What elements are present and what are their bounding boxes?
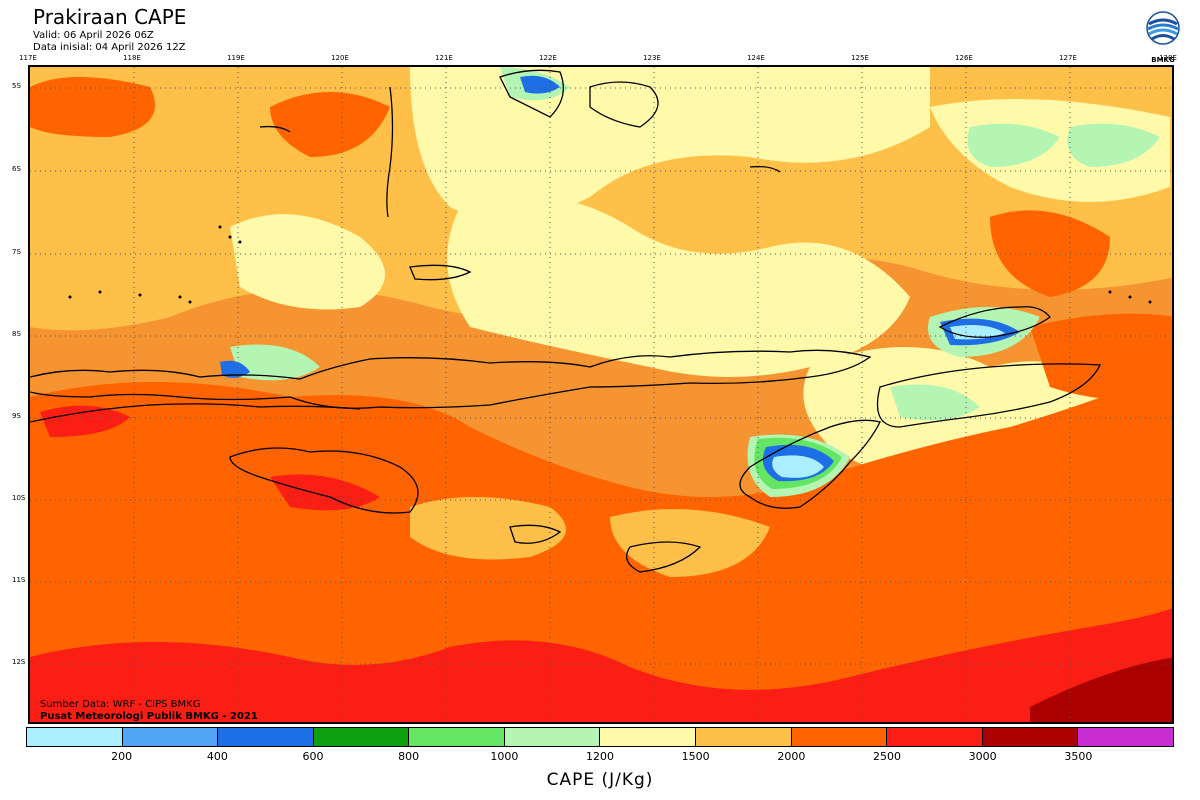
- coastlines: [30, 69, 1101, 573]
- cape-map: Sumber Data: WRF - CIPS BMKG Pusat Meteo…: [28, 65, 1174, 724]
- lat-label: 7S: [12, 248, 21, 256]
- colorbar-tick-label: 1200: [586, 750, 614, 763]
- colorbar-segment: [122, 728, 219, 746]
- small-islands: [68, 225, 1152, 304]
- logo-text: BMKG: [1151, 56, 1175, 64]
- lon-label: 117E: [19, 54, 37, 62]
- lon-label: 127E: [1059, 54, 1077, 62]
- colorbar-segment: [982, 728, 1079, 746]
- valid-time: Valid: 06 April 2026 06Z: [33, 30, 154, 41]
- lon-label: 118E: [123, 54, 141, 62]
- lat-label: 9S: [12, 412, 21, 420]
- colorbar-label: CAPE (J/Kg): [546, 770, 654, 790]
- lat-label: 5S: [12, 82, 21, 90]
- colorbar-segment: [696, 728, 792, 746]
- colorbar-tick-label: 2500: [873, 750, 901, 763]
- colorbar-segment: [791, 728, 888, 746]
- colorbar-tick-label: 3000: [968, 750, 997, 763]
- colorbar-tick-label: 600: [302, 750, 324, 763]
- colorbar-segment: [504, 728, 601, 746]
- colorbar-segment: [887, 728, 983, 746]
- lon-label: 125E: [851, 54, 869, 62]
- bmkg-logo: BMKG: [1143, 10, 1183, 64]
- lat-label: 6S: [12, 165, 21, 173]
- colorbar-tick-label: 3500: [1064, 750, 1093, 763]
- colorbar-segment: [409, 728, 505, 746]
- init-time: Data inisial: 04 April 2026 12Z: [33, 42, 186, 53]
- lon-label: 123E: [643, 54, 661, 62]
- credit-source: Sumber Data: WRF - CIPS BMKG: [40, 699, 201, 710]
- lat-label: 11S: [12, 576, 26, 584]
- colorbar: [26, 727, 1174, 747]
- lon-label: 126E: [955, 54, 973, 62]
- lon-label: 122E: [539, 54, 557, 62]
- colorbar-tick-label: 400: [206, 750, 228, 763]
- colorbar-tick-label: 200: [111, 750, 133, 763]
- lon-label: 124E: [747, 54, 765, 62]
- map-title: Prakiraan CAPE: [33, 5, 187, 29]
- lon-label: 128E: [1159, 54, 1177, 62]
- lon-label: 120E: [331, 54, 349, 62]
- colorbar-tick-label: 1500: [681, 750, 710, 763]
- colorbar-segment: [600, 728, 697, 746]
- colorbar-segment: [218, 728, 314, 746]
- colorbar-tick-label: 1000: [490, 750, 519, 763]
- lat-label: 10S: [12, 494, 26, 502]
- colorbar-segment: [313, 728, 410, 746]
- colorbar-segment: [27, 728, 123, 746]
- lon-label: 119E: [227, 54, 245, 62]
- lat-label: 12S: [12, 658, 26, 666]
- lon-label: 121E: [435, 54, 453, 62]
- colorbar-segment: [1078, 728, 1173, 746]
- colorbar-tick-label: 2000: [777, 750, 806, 763]
- cape-field: [30, 67, 1172, 722]
- colorbar-tick-label: 800: [398, 750, 420, 763]
- credit-org: Pusat Meteorologi Publik BMKG - 2021: [40, 711, 258, 722]
- lat-label: 8S: [12, 330, 21, 338]
